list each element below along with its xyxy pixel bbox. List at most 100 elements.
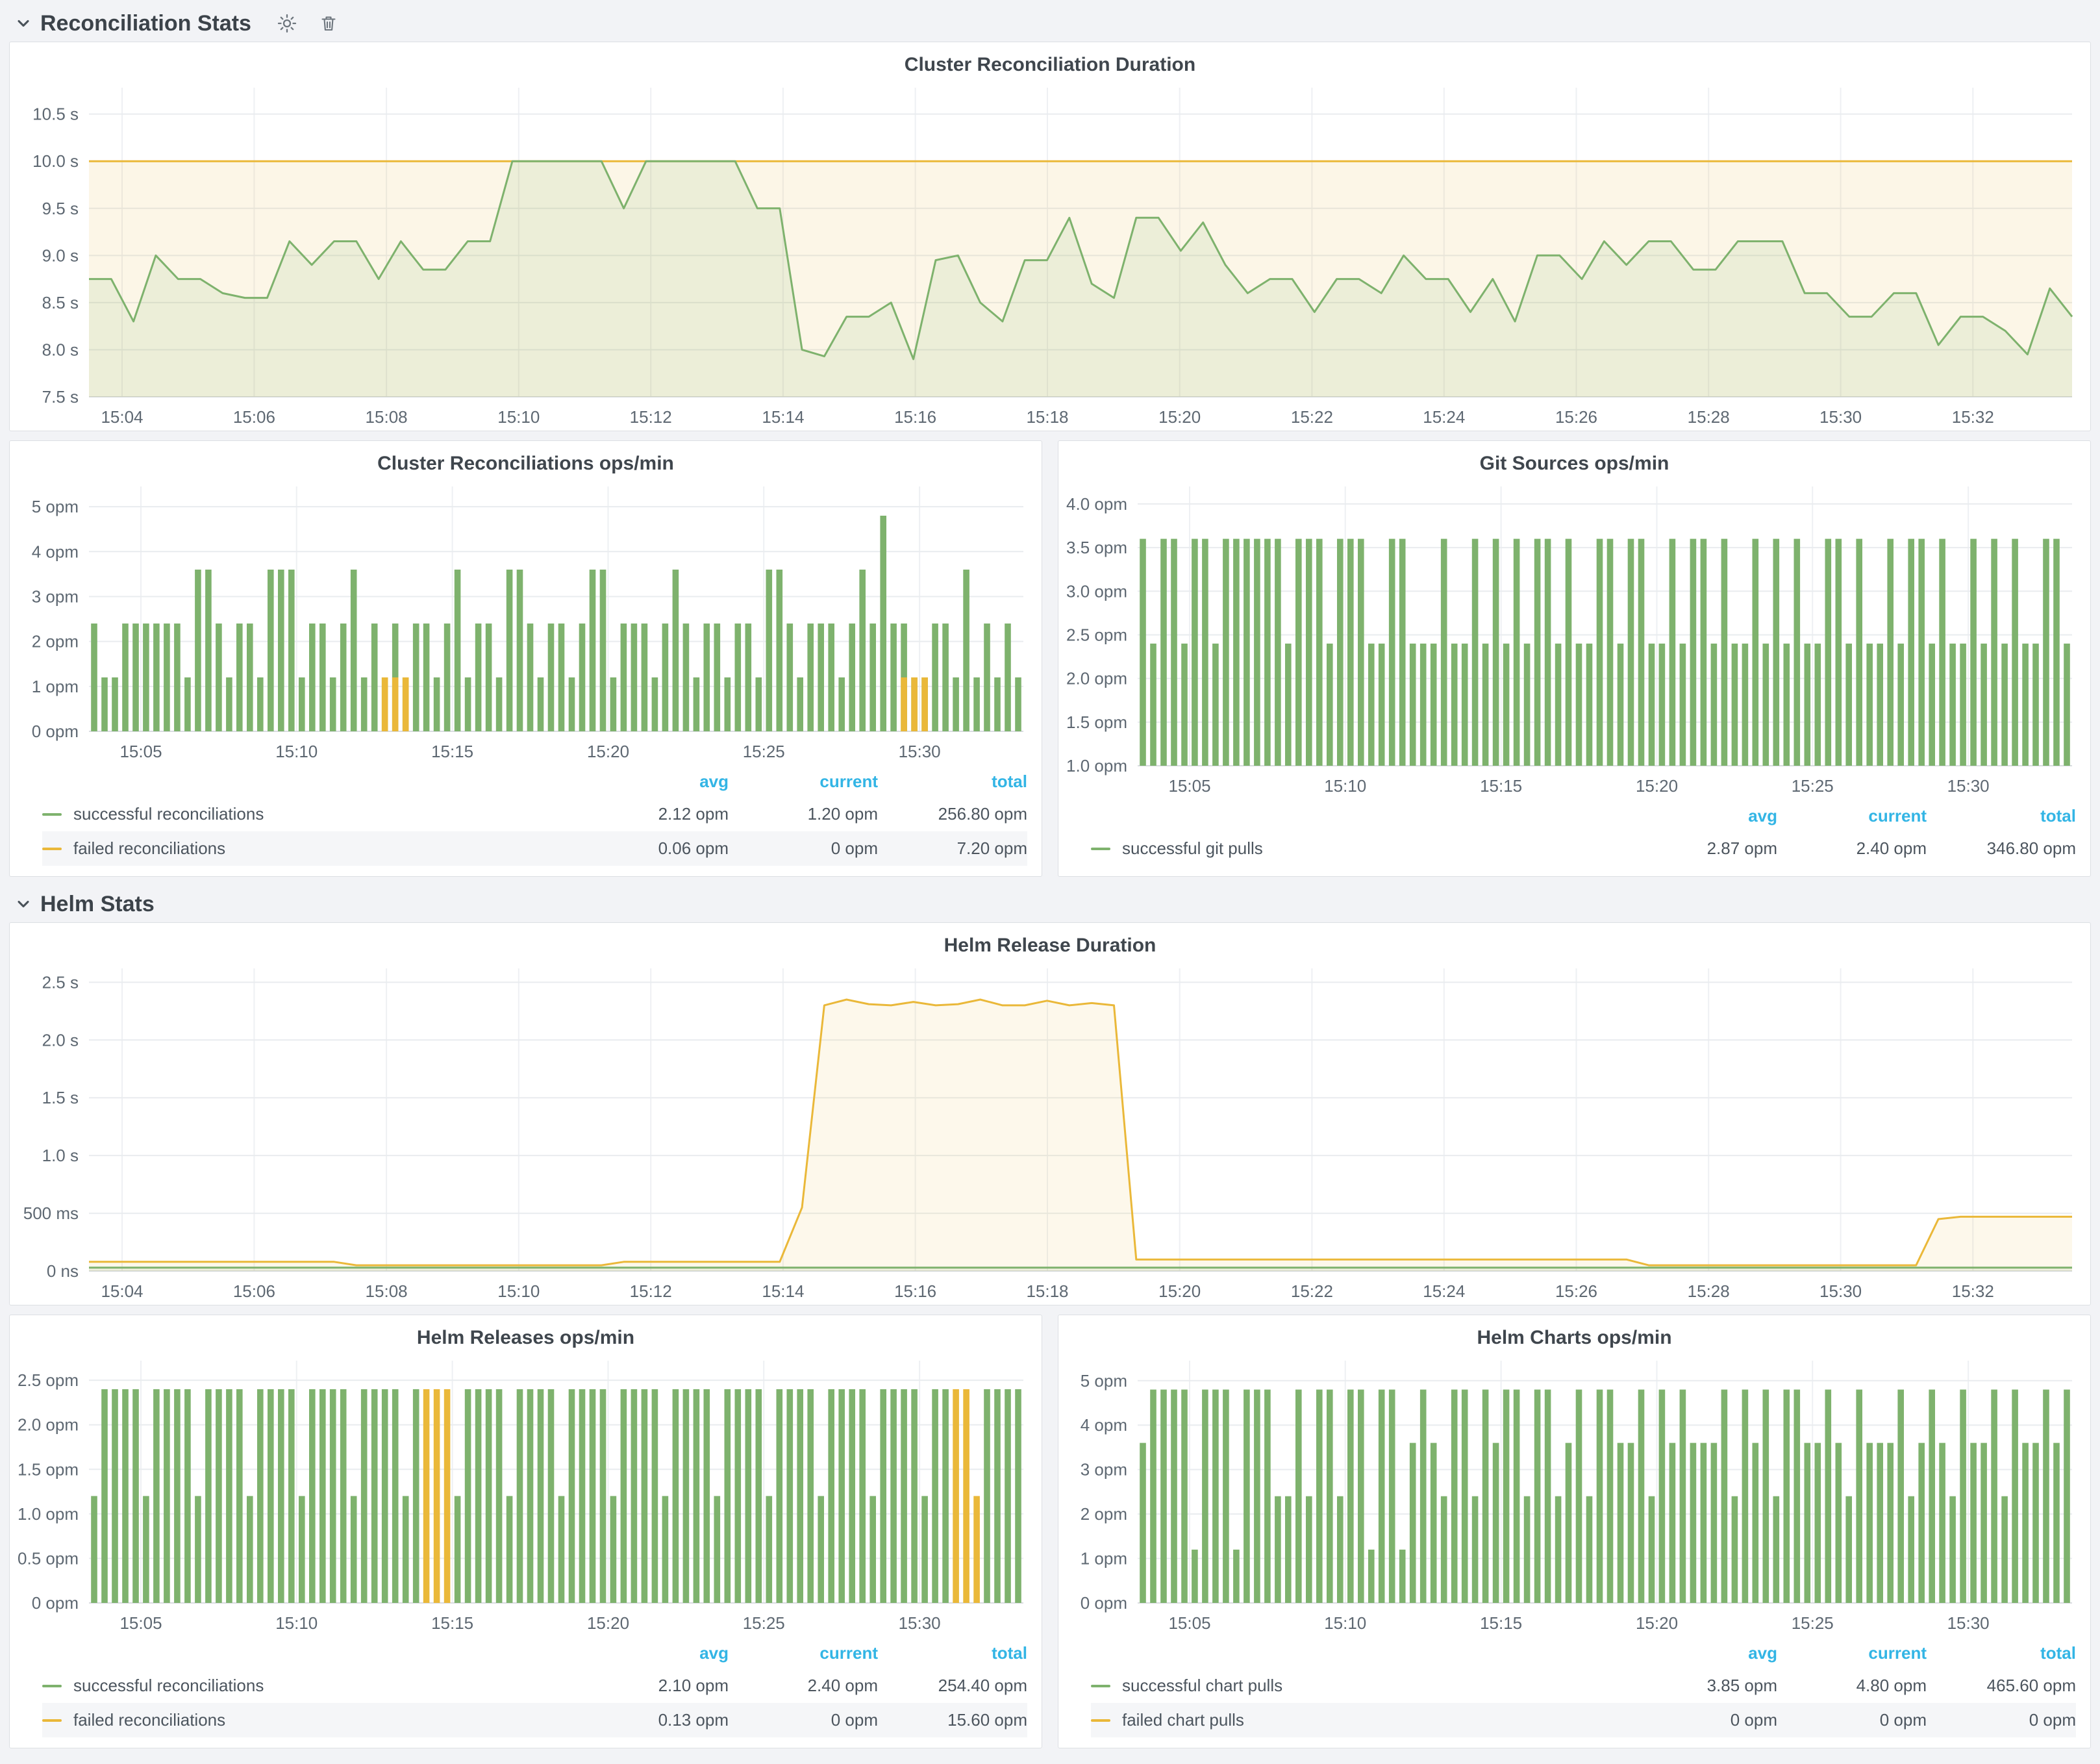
legend-stat-current: 4.80 opm [1777, 1676, 1927, 1696]
cluster-reconciliation-duration-chart[interactable]: 15:0415:0615:0815:1015:1215:1415:1615:18… [10, 79, 2090, 431]
svg-text:2.0 opm: 2.0 opm [1066, 669, 1127, 688]
svg-text:15:18: 15:18 [1026, 1281, 1068, 1301]
legend-stat-headers: avgcurrenttotal [42, 765, 1027, 797]
svg-text:1.0 opm: 1.0 opm [18, 1504, 79, 1524]
git-sources-opm-chart[interactable]: 15:0515:1015:1515:2015:2515:304.0 opm3.5… [1058, 477, 2090, 800]
panel-helm-release-duration: Helm Release Duration 15:0415:0615:0815:… [9, 922, 2091, 1305]
legend-row[interactable]: failed reconciliations0.13 opm0 opm15.60… [42, 1703, 1027, 1737]
legend-row[interactable]: successful git pulls2.87 opm2.40 opm346.… [1091, 831, 2076, 866]
panel-helm-releases-opm: Helm Releases ops/min 15:0515:1015:1515:… [9, 1315, 1042, 1748]
stat-header-current[interactable]: current [1777, 1643, 1927, 1663]
legend-row[interactable]: successful reconciliations2.10 opm2.40 o… [42, 1669, 1027, 1703]
legend-stat-total: 346.80 opm [1927, 838, 2076, 859]
svg-text:15:25: 15:25 [743, 742, 785, 761]
svg-text:500 ms: 500 ms [23, 1203, 79, 1223]
svg-text:15:25: 15:25 [1792, 776, 1834, 796]
svg-text:15:24: 15:24 [1423, 1281, 1465, 1301]
chart-canvas: 15:0515:1015:1515:2015:2515:305 opm4 opm… [10, 477, 1042, 765]
legend-series-dash [42, 848, 62, 850]
svg-text:1.0 s: 1.0 s [42, 1146, 79, 1165]
legend-stat-headers: avgcurrenttotal [42, 1637, 1027, 1669]
stat-header-current[interactable]: current [729, 772, 878, 792]
legend-series-label: successful chart pulls [1122, 1676, 1628, 1696]
panel-helm-charts-opm: Helm Charts ops/min 15:0515:1015:1515:20… [1058, 1315, 2091, 1748]
svg-text:15:15: 15:15 [431, 742, 473, 761]
legend-stat-total: 7.20 opm [878, 838, 1027, 859]
section-header-reconciliation-stats[interactable]: Reconciliation Stats [9, 5, 2091, 42]
stat-header-avg[interactable]: avg [579, 772, 729, 792]
panel-title[interactable]: Cluster Reconciliations ops/min [10, 441, 1042, 477]
svg-text:1.5 opm: 1.5 opm [18, 1459, 79, 1479]
legend-series-dash [1091, 1719, 1110, 1722]
stat-header-total[interactable]: total [878, 772, 1027, 792]
svg-text:3 opm: 3 opm [1081, 1460, 1127, 1480]
legend: avgcurrenttotalsuccessful chart pulls3.8… [1058, 1637, 2090, 1748]
stat-header-current[interactable]: current [729, 1643, 878, 1663]
svg-text:15:05: 15:05 [119, 742, 162, 761]
legend-stat-current: 0 opm [1777, 1710, 1927, 1730]
svg-text:8.5 s: 8.5 s [42, 293, 79, 312]
section-header-helm-stats[interactable]: Helm Stats [9, 886, 2091, 922]
legend-stat-current: 2.40 opm [729, 1676, 878, 1696]
stat-header-avg[interactable]: avg [1628, 806, 1777, 826]
panel-title[interactable]: Helm Charts ops/min [1058, 1315, 2090, 1352]
gear-icon[interactable] [277, 14, 297, 33]
svg-text:15:18: 15:18 [1026, 407, 1068, 427]
legend-series-dash [42, 1685, 62, 1687]
stat-header-total[interactable]: total [878, 1643, 1027, 1663]
legend-series-dash [42, 813, 62, 816]
svg-text:5 opm: 5 opm [1081, 1371, 1127, 1391]
svg-text:15:10: 15:10 [275, 1613, 318, 1633]
stat-header-avg[interactable]: avg [1628, 1643, 1777, 1663]
legend-stat-total: 256.80 opm [878, 804, 1027, 824]
trash-icon[interactable] [319, 14, 338, 33]
svg-text:3.5 opm: 3.5 opm [1066, 538, 1127, 557]
stat-header-total[interactable]: total [1927, 806, 2076, 826]
helm-releases-opm-chart[interactable]: 15:0515:1015:1515:2015:2515:302.5 opm2.0… [10, 1352, 1042, 1637]
svg-text:15:28: 15:28 [1688, 407, 1730, 427]
svg-text:1.5 s: 1.5 s [42, 1088, 79, 1107]
legend-row[interactable]: successful reconciliations2.12 opm1.20 o… [42, 797, 1027, 831]
svg-text:15:22: 15:22 [1291, 407, 1333, 427]
stat-header-avg[interactable]: avg [579, 1643, 729, 1663]
svg-text:9.0 s: 9.0 s [42, 246, 79, 265]
svg-text:2.5 opm: 2.5 opm [1066, 625, 1127, 644]
svg-text:4 opm: 4 opm [32, 542, 79, 561]
svg-text:15:05: 15:05 [1168, 776, 1210, 796]
panel-title[interactable]: Helm Release Duration [10, 923, 2090, 959]
svg-text:15:10: 15:10 [275, 742, 318, 761]
section-title: Reconciliation Stats [40, 11, 251, 36]
panel-title[interactable]: Cluster Reconciliation Duration [10, 42, 2090, 79]
legend-row[interactable]: failed chart pulls0 opm0 opm0 opm [1091, 1703, 2076, 1737]
chevron-down-icon [14, 14, 32, 32]
legend: avgcurrenttotalsuccessful reconciliation… [10, 765, 1042, 876]
svg-text:15:30: 15:30 [1947, 776, 1990, 796]
svg-text:0 opm: 0 opm [1081, 1593, 1127, 1613]
legend-stat-avg: 0 opm [1628, 1710, 1777, 1730]
svg-text:0 opm: 0 opm [32, 722, 79, 741]
stat-header-current[interactable]: current [1777, 806, 1927, 826]
legend-row[interactable]: failed reconciliations0.06 opm0 opm7.20 … [42, 831, 1027, 866]
svg-text:15:20: 15:20 [587, 742, 629, 761]
legend-stat-avg: 2.12 opm [579, 804, 729, 824]
svg-text:7.5 s: 7.5 s [42, 387, 79, 407]
legend-row[interactable]: successful chart pulls3.85 opm4.80 opm46… [1091, 1669, 2076, 1703]
svg-text:15:14: 15:14 [762, 1281, 804, 1301]
svg-text:1.5 opm: 1.5 opm [1066, 712, 1127, 732]
cluster-reconciliations-opm-chart[interactable]: 15:0515:1015:1515:2015:2515:305 opm4 opm… [10, 477, 1042, 765]
legend-stat-headers: avgcurrenttotal [1091, 1637, 2076, 1669]
legend-series-dash [1091, 848, 1110, 850]
panel-title[interactable]: Git Sources ops/min [1058, 441, 2090, 477]
chart-canvas: 15:0415:0615:0815:1015:1215:1415:1615:18… [10, 79, 2090, 431]
legend: avgcurrenttotalsuccessful reconciliation… [10, 1637, 1042, 1748]
section-title: Helm Stats [40, 892, 155, 917]
panel-title[interactable]: Helm Releases ops/min [10, 1315, 1042, 1352]
svg-text:1 opm: 1 opm [32, 677, 79, 696]
helm-release-duration-chart[interactable]: 15:0415:0615:0815:1015:1215:1415:1615:18… [10, 959, 2090, 1305]
svg-text:9.5 s: 9.5 s [42, 199, 79, 218]
stat-header-total[interactable]: total [1927, 1643, 2076, 1663]
helm-charts-opm-chart[interactable]: 15:0515:1015:1515:2015:2515:305 opm4 opm… [1058, 1352, 2090, 1637]
svg-text:5 opm: 5 opm [32, 497, 79, 516]
legend-series-label: successful git pulls [1122, 838, 1628, 859]
svg-text:15:32: 15:32 [1952, 1281, 1994, 1301]
